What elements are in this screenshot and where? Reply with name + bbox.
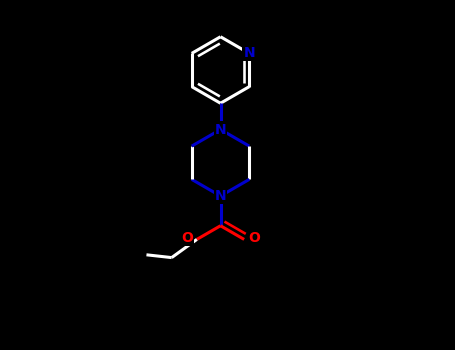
Text: N: N [215,189,226,203]
Text: O: O [248,231,260,245]
Text: N: N [243,46,255,60]
Text: N: N [215,122,226,136]
Text: O: O [181,231,193,245]
